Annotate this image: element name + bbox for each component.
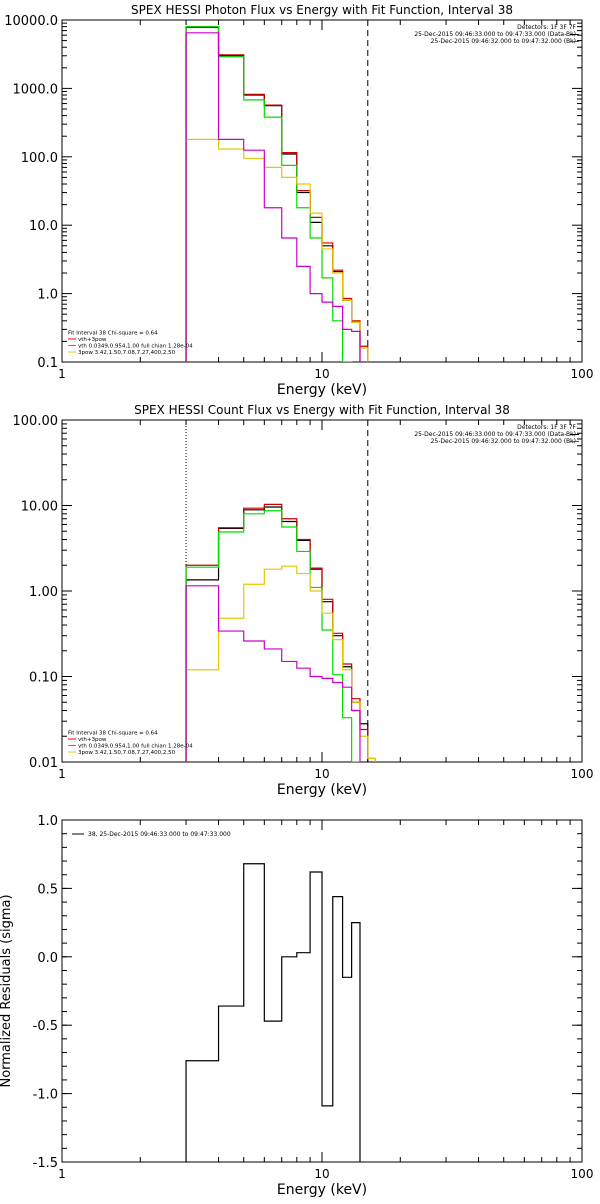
header-line-1: Detectors: 1F 3F 7F (517, 24, 576, 31)
plot-frame (61, 19, 583, 363)
y-tick-label: 1.0 (37, 288, 58, 303)
series-3pow (185, 138, 369, 362)
x-tick-label: 10 (314, 367, 329, 381)
header-line-2: 25-Dec-2015 09:46:33.000 to 09:47:33.000… (414, 31, 576, 38)
x-tick-label: 100 (571, 1167, 594, 1181)
legend-entry-1: 38, 25-Dec-2015 09:46:33.000 to 09:47:33… (88, 831, 231, 838)
x-tick-label: 100 (571, 367, 594, 381)
y-tick-label: 100.00 (13, 414, 59, 429)
y-tick-label: 0.01 (29, 756, 58, 771)
x-axis-label: Energy (keV) (277, 1182, 367, 1198)
x-tick-label: 10 (314, 1167, 329, 1181)
x-axis-label: Energy (keV) (277, 382, 367, 398)
plot-panel-3: 1 10 100 -1.5 -1.0 -0.5 0.0 0.5 1.0 Energy (keV) N… (0, 814, 593, 1198)
series-vth-3pow (185, 503, 376, 762)
header-line-1: Detectors: 1F 3F 7F (517, 424, 576, 431)
x-tick-label: 1 (58, 367, 66, 381)
legend-entry-2: vth+3pow (78, 337, 107, 343)
y-tick-label: 0.0 (37, 951, 58, 966)
x-tick-label: 1 (58, 1167, 66, 1181)
series-vth (185, 510, 361, 762)
y-tick-label: 10.0 (29, 219, 58, 234)
series-data-bk (185, 506, 369, 762)
series-38 (185, 863, 361, 1162)
series-vth-3pow (185, 26, 369, 362)
chart-title: SPEX HESSI Photon Flux vs Energy with Fi… (131, 3, 513, 17)
x-tick-label: 100 (571, 767, 594, 781)
series-bk (185, 32, 361, 362)
legend-entry-1: Fit Interval 38 Chi-square = 0.64 (68, 731, 158, 737)
header-line-3: 25-Dec-2015 09:46:32.000 to 09:47:32.000… (431, 38, 576, 45)
y-tick-label: 10000.0 (4, 14, 58, 29)
legend-entry-1: Fit Interval 38 Chi-square = 0.64 (68, 331, 158, 337)
plot-panel-1: SPEX HESSI Photon Flux vs Energy with Fi… (4, 3, 593, 398)
legend-entry-2: vth+3pow (78, 737, 107, 743)
y-tick-label: -0.5 (33, 1019, 58, 1034)
x-tick-label: 10 (314, 767, 329, 781)
series-data-bk (185, 26, 361, 362)
y-tick-label: 1.00 (29, 585, 58, 600)
y-tick-label: 10.00 (21, 500, 58, 515)
y-axis-label: Normalized Residuals (sigma) (0, 894, 14, 1087)
legend-entry-3: vth 0.0349,0.954,1.00 full chian 1.28e-0… (78, 344, 193, 350)
chart-title: SPEX HESSI Count Flux vs Energy with Fit… (134, 403, 510, 417)
legend-entry-4: 3pow 3.42,1.50,7.08,7.27,400,2.50 (78, 350, 176, 356)
y-tick-label: 1.0 (37, 814, 58, 829)
series-bk (185, 585, 361, 762)
legend-entry-3: vth 0.0349,0.954,1.00 full chian 1.28e-0… (78, 744, 193, 750)
plot-panel-2: SPEX HESSI Count Flux vs Energy with Fit… (13, 403, 594, 798)
y-tick-label: 0.1 (37, 356, 58, 371)
legend-entry-4: 3pow 3.42,1.50,7.08,7.27,400,2.50 (78, 750, 176, 756)
y-tick-label: -1.5 (33, 1156, 58, 1171)
y-tick-label: -1.0 (33, 1088, 58, 1103)
header-line-2: 25-Dec-2015 09:46:33.000 to 09:47:33.000… (414, 431, 576, 438)
y-tick-label: 0.10 (29, 671, 58, 686)
x-tick-label: 1 (58, 767, 66, 781)
series-3pow (185, 565, 376, 762)
header-line-3: 25-Dec-2015 09:46:32.000 to 09:47:32.000… (431, 438, 576, 445)
y-tick-label: 0.5 (37, 882, 58, 897)
series-vth (185, 26, 353, 362)
x-axis-label: Energy (keV) (277, 782, 367, 798)
y-tick-label: 100.0 (21, 151, 58, 166)
y-tick-label: 1000.0 (13, 82, 59, 97)
